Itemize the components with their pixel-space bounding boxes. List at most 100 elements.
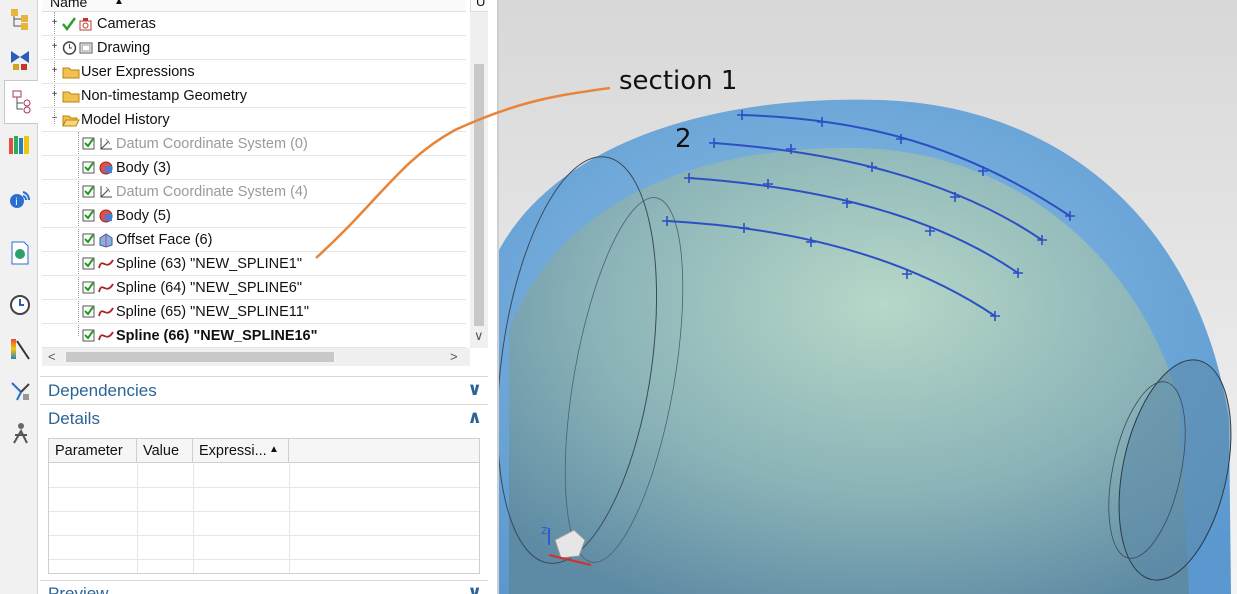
tree-connector	[54, 12, 55, 124]
checkbox-checked-icon[interactable]	[82, 160, 96, 176]
column-header-expression[interactable]: Expressi... ▲	[193, 439, 289, 463]
checkbox-checked-icon[interactable]	[82, 328, 96, 344]
assembly-navigator-icon[interactable]	[7, 6, 33, 32]
tree-node-non-timestamp-geometry[interactable]: + Non-timestamp Geometry	[42, 84, 466, 108]
expand-icon[interactable]: +	[51, 41, 58, 52]
datum-csys-icon	[98, 136, 114, 152]
details-table: Parameter Value Expressi... ▲	[48, 438, 480, 574]
expand-icon[interactable]: +	[51, 17, 58, 28]
tree-node-label: Body (3)	[116, 160, 171, 176]
chevron-up-icon[interactable]: ∧	[467, 407, 482, 427]
spline-new-spline11[interactable]	[688, 177, 1019, 274]
expand-icon[interactable]: +	[51, 65, 58, 76]
chevron-down-icon[interactable]: ∨	[467, 379, 482, 399]
table-col-divider	[289, 463, 290, 573]
body-icon	[98, 160, 114, 176]
tree-node-body-3[interactable]: Body (3)	[42, 156, 466, 180]
process-studio-icon[interactable]	[7, 378, 33, 404]
column-expression-label: Expressi...	[199, 443, 267, 459]
scroll-thumb[interactable]	[474, 64, 484, 326]
horizontal-scrollbar[interactable]: < >	[42, 348, 470, 366]
body-icon	[98, 208, 114, 224]
table-col-divider	[193, 463, 194, 573]
expand-icon[interactable]: +	[51, 89, 58, 100]
reuse-library-icon[interactable]	[7, 132, 33, 158]
section-splines[interactable]	[666, 114, 1071, 317]
camera-icon	[78, 16, 94, 32]
tree-node-label: Body (5)	[116, 208, 171, 224]
details-section-header[interactable]: Details ∧	[40, 404, 488, 430]
hd3d-tools-icon[interactable]: i	[7, 186, 33, 212]
checkbox-checked-icon[interactable]	[82, 184, 96, 200]
roles-icon[interactable]	[7, 420, 33, 446]
dependencies-section-header[interactable]: Dependencies ∨	[40, 376, 488, 402]
tree-node-label: Datum Coordinate System (0)	[116, 136, 308, 152]
table-row-divider	[49, 535, 479, 536]
graphics-viewport[interactable]: Z section 1 2	[496, 0, 1237, 594]
part-navigator-icon[interactable]	[4, 80, 38, 124]
tree-node-drawing[interactable]: + Drawing	[42, 36, 466, 60]
web-browser-icon[interactable]	[7, 240, 33, 266]
tree-node-datum-csys-4[interactable]: Datum Coordinate System (4)	[42, 180, 466, 204]
tree-node-label: Model History	[81, 112, 170, 128]
tree-node-spline-65[interactable]: Spline (65) "NEW_SPLINE11"	[42, 300, 466, 324]
spline-icon	[98, 304, 114, 320]
tree-node-cameras[interactable]: + Cameras	[42, 12, 466, 36]
spline-icon	[98, 256, 114, 272]
spline-new-spline16[interactable]	[666, 220, 996, 317]
scroll-thumb[interactable]	[66, 352, 334, 362]
checkbox-checked-icon[interactable]	[82, 136, 96, 152]
column-header-value[interactable]: Value	[137, 439, 193, 463]
tree-node-label: Drawing	[97, 40, 151, 56]
details-title: Details	[48, 409, 100, 428]
tree-node-datum-csys-0[interactable]: Datum Coordinate System (0)	[42, 132, 466, 156]
dependencies-title: Dependencies	[48, 381, 157, 400]
column-header-name[interactable]: Name ▲	[42, 0, 466, 12]
checkbox-checked-icon[interactable]	[82, 208, 96, 224]
datum-csys-icon	[98, 184, 114, 200]
history-icon[interactable]	[7, 292, 33, 318]
drawing-sheet-icon	[78, 40, 94, 56]
system-materials-icon[interactable]	[7, 336, 33, 362]
tree-node-user-expressions[interactable]: + User Expressions	[42, 60, 466, 84]
column-header-empty	[289, 439, 479, 463]
vertical-scrollbar[interactable]: ∨	[470, 12, 488, 348]
column-header-parameter[interactable]: Parameter	[49, 439, 137, 463]
checkmark-icon	[62, 16, 77, 32]
tree-node-spline-64[interactable]: Spline (64) "NEW_SPLINE6"	[42, 276, 466, 300]
tree-node-spline-63[interactable]: Spline (63) "NEW_SPLINE1"	[42, 252, 466, 276]
svg-text:i: i	[15, 197, 18, 208]
tree-node-model-history[interactable]: − Model History	[42, 108, 466, 132]
offset-face-icon	[98, 232, 114, 248]
constraint-navigator-icon[interactable]	[7, 46, 33, 72]
checkbox-checked-icon[interactable]	[82, 304, 96, 320]
triad-cube-icon	[554, 529, 586, 559]
tree-node-spline-66[interactable]: Spline (66) "NEW_SPLINE16"	[42, 324, 466, 348]
scroll-left-icon[interactable]: <	[48, 349, 56, 364]
checkbox-checked-icon[interactable]	[82, 280, 96, 296]
resource-bar: i	[0, 0, 38, 594]
tree-node-label: Spline (63) "NEW_SPLINE1"	[116, 256, 302, 272]
column-header-up-to-date[interactable]: U	[470, 0, 488, 12]
tree-node-label: Offset Face (6)	[116, 232, 213, 248]
inner-body-surface	[509, 147, 1189, 594]
checkbox-checked-icon[interactable]	[82, 232, 96, 248]
tree-node-body-5[interactable]: Body (5)	[42, 204, 466, 228]
checkbox-checked-icon[interactable]	[82, 256, 96, 272]
chevron-down-icon[interactable]: ∨	[467, 582, 482, 594]
tree-node-offset-face-6[interactable]: Offset Face (6)	[42, 228, 466, 252]
scroll-down-icon[interactable]: ∨	[474, 328, 484, 343]
preview-section-header[interactable]: Preview ∨	[40, 580, 488, 594]
table-row-divider	[49, 487, 479, 488]
preview-title: Preview	[48, 584, 109, 594]
spline-new-spline1[interactable]	[741, 114, 1071, 217]
spline-point-markers	[662, 110, 1075, 321]
view-triad[interactable]: Z	[541, 526, 592, 566]
tree-node-label: Cameras	[97, 16, 156, 32]
collapse-icon[interactable]: −	[51, 113, 58, 124]
tree-node-label: Spline (64) "NEW_SPLINE6"	[116, 280, 302, 296]
viewport-canvas[interactable]: Z	[496, 0, 1237, 594]
scroll-right-icon[interactable]: >	[450, 349, 458, 364]
opening-edge-right	[1118, 359, 1232, 581]
spline-new-spline6[interactable]	[713, 142, 1043, 241]
